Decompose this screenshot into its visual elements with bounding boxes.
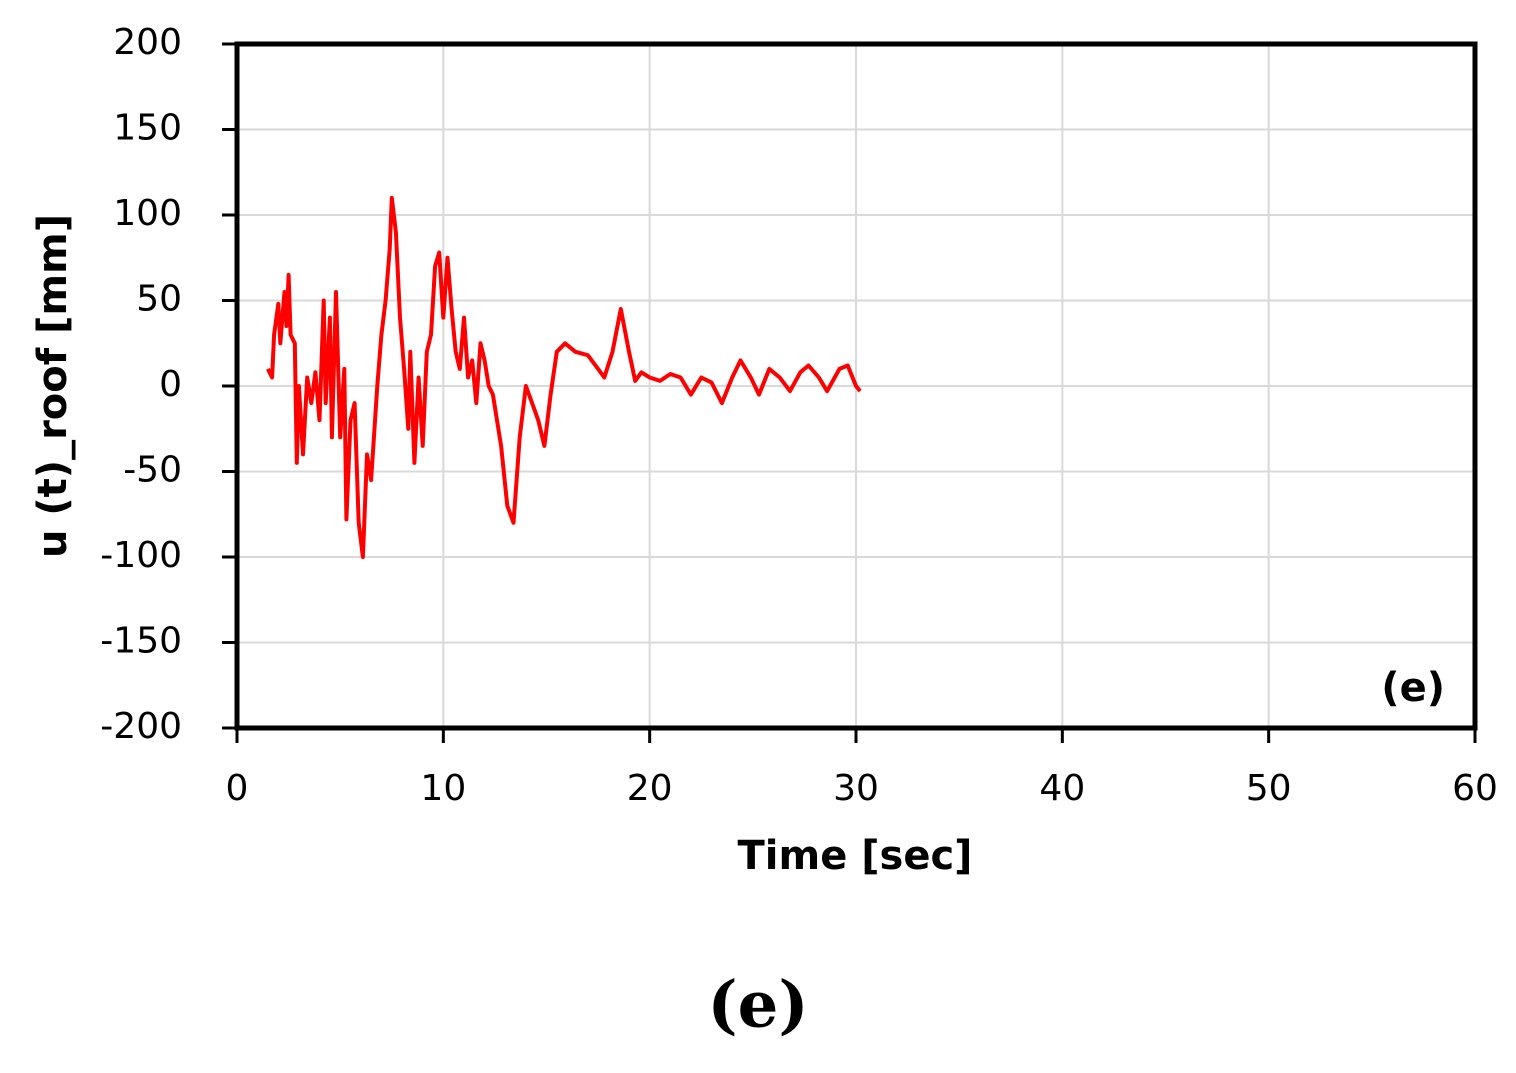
data-line [266, 195, 862, 559]
caption: (e) [707, 968, 808, 1043]
y-tick-label: -150 [100, 621, 182, 662]
x-tick-label: 30 [833, 768, 879, 809]
x-tick-label: 0 [226, 768, 249, 809]
y-tick-label: 200 [113, 22, 182, 63]
plot-frame [234, 41, 1478, 731]
y-tick-label: 0 [159, 364, 182, 405]
y-tick-label: 150 [113, 108, 182, 149]
x-axis-label: Time [sec] [738, 833, 973, 879]
x-tick-label: 50 [1246, 768, 1292, 809]
x-tick-label: 60 [1452, 768, 1498, 809]
x-tick-label: 20 [627, 768, 673, 809]
y-tick-label: 50 [136, 279, 182, 320]
annotation: (e) [1381, 665, 1445, 711]
y-axis-label: u (t)_roof [mm] [30, 214, 76, 558]
y-tick-label: 100 [113, 193, 182, 234]
y-tick-label: -50 [123, 450, 182, 491]
y-tick-label: -200 [100, 706, 182, 747]
x-tick-label: 10 [420, 768, 466, 809]
y-tick-label: -100 [100, 535, 182, 576]
x-tick-label: 40 [1039, 768, 1085, 809]
